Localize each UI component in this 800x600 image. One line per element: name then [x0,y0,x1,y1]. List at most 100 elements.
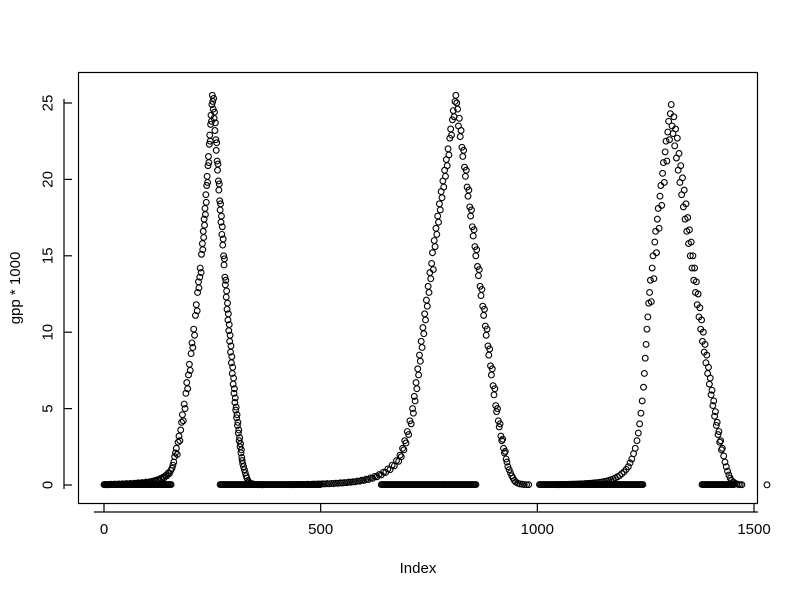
data-point [224,310,232,318]
data-point [399,444,407,452]
data-point [211,108,218,116]
data-point [581,480,589,488]
data-point [180,400,188,408]
data-point [650,275,658,283]
data-point [254,481,262,489]
data-point [570,480,578,488]
data-point [200,234,208,241]
data-point [427,275,435,283]
data-point [640,370,648,377]
data-point [310,480,318,488]
data-point [212,136,220,144]
data-point [291,481,299,488]
y-axis-tick-label: 0 [40,481,57,489]
data-point [659,169,667,177]
data-point [525,481,533,489]
data-point [178,418,186,426]
data-point [227,342,235,350]
data-point [358,476,366,484]
data-point [315,480,322,488]
data-point [175,432,183,440]
data-point [653,215,661,223]
data-point [409,405,416,413]
data-point [442,172,449,180]
data-point [717,437,725,445]
data-point [199,246,207,254]
data-point [682,200,690,208]
data-point [403,428,411,435]
data-point [202,191,210,199]
data-point [699,328,707,336]
data-point [233,411,241,419]
data-point [289,481,296,489]
x-axis-tick-label: 500 [308,521,333,538]
data-point [428,259,436,267]
data-point [618,470,626,478]
data-point [208,101,216,108]
y-axis: 0 5 10 15 20 25 [40,95,72,489]
data-point [204,179,212,186]
data-point [258,481,266,489]
data-point [562,480,569,488]
data-point [462,166,470,174]
data-point [181,405,189,413]
data-point [415,371,423,379]
data-point [718,444,726,452]
data-point [646,289,654,296]
data-point [431,243,439,251]
plot-frame-box [77,71,759,505]
data-point [662,137,670,145]
data-point [626,459,634,467]
data-point [225,321,233,329]
data-point [443,162,451,170]
data-point [165,470,173,477]
data-point [234,429,242,437]
data-point [568,480,576,488]
data-point [228,353,236,361]
data-point [579,480,587,488]
data-point [486,345,494,353]
data-point [688,264,696,272]
data-point [642,340,650,348]
data-point [217,200,225,208]
data-point [647,298,655,306]
data-point [665,117,673,125]
data-point [189,344,197,351]
data-point [636,420,644,428]
data-point [205,140,213,148]
data-point [473,246,481,254]
data-point [229,363,237,371]
data-point [575,480,582,488]
x-axis: 0 500 1000 1500 [94,504,771,538]
data-point [308,480,316,488]
data-points-layer [100,91,771,489]
data-point [212,146,220,154]
data-point [219,235,227,243]
data-point [304,480,312,488]
data-point [198,250,205,258]
data-point [226,331,234,339]
data-point [205,159,213,167]
data-point [201,221,208,229]
data-point [440,183,448,191]
data-point [637,409,645,417]
data-point [436,206,444,214]
data-point [698,316,706,324]
data-point [639,481,647,488]
data-point [422,316,429,324]
data-point [712,421,720,429]
data-point [232,403,240,411]
data-point [215,180,223,188]
data-point [213,157,221,165]
data-point [631,444,639,452]
data-point [169,461,177,469]
data-point [438,194,446,202]
data-point [230,374,238,382]
data-point [195,284,203,292]
data-point [457,127,465,134]
data-point [182,389,190,397]
data-point [213,139,221,147]
data-point [455,114,463,122]
data-point [588,479,595,487]
